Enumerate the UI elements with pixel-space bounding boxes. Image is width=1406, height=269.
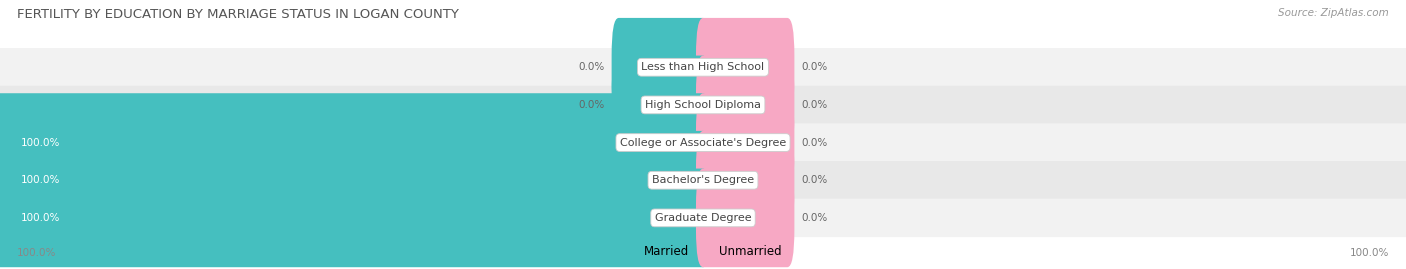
FancyBboxPatch shape xyxy=(696,131,794,229)
Text: 0.0%: 0.0% xyxy=(578,100,605,110)
FancyBboxPatch shape xyxy=(0,161,1406,199)
Text: 100.0%: 100.0% xyxy=(21,137,60,148)
FancyBboxPatch shape xyxy=(612,18,710,116)
FancyBboxPatch shape xyxy=(0,131,710,229)
Text: College or Associate's Degree: College or Associate's Degree xyxy=(620,137,786,148)
FancyBboxPatch shape xyxy=(612,56,710,154)
Text: 100.0%: 100.0% xyxy=(21,213,60,223)
Text: 100.0%: 100.0% xyxy=(1350,248,1389,258)
FancyBboxPatch shape xyxy=(0,48,1406,86)
Text: 0.0%: 0.0% xyxy=(801,175,828,185)
FancyBboxPatch shape xyxy=(696,18,794,116)
Legend: Married, Unmarried: Married, Unmarried xyxy=(620,241,786,263)
Text: 0.0%: 0.0% xyxy=(801,137,828,148)
Text: Graduate Degree: Graduate Degree xyxy=(655,213,751,223)
Text: 0.0%: 0.0% xyxy=(578,62,605,72)
FancyBboxPatch shape xyxy=(696,56,794,154)
Text: 0.0%: 0.0% xyxy=(801,100,828,110)
Text: 0.0%: 0.0% xyxy=(801,62,828,72)
Text: Source: ZipAtlas.com: Source: ZipAtlas.com xyxy=(1278,8,1389,18)
FancyBboxPatch shape xyxy=(0,86,1406,124)
Text: High School Diploma: High School Diploma xyxy=(645,100,761,110)
FancyBboxPatch shape xyxy=(696,93,794,192)
Text: 100.0%: 100.0% xyxy=(21,175,60,185)
FancyBboxPatch shape xyxy=(0,123,1406,162)
Text: Bachelor's Degree: Bachelor's Degree xyxy=(652,175,754,185)
Text: 100.0%: 100.0% xyxy=(17,248,56,258)
FancyBboxPatch shape xyxy=(696,169,794,267)
Text: FERTILITY BY EDUCATION BY MARRIAGE STATUS IN LOGAN COUNTY: FERTILITY BY EDUCATION BY MARRIAGE STATU… xyxy=(17,8,458,21)
FancyBboxPatch shape xyxy=(0,93,710,192)
FancyBboxPatch shape xyxy=(0,169,710,267)
FancyBboxPatch shape xyxy=(0,199,1406,237)
Text: 0.0%: 0.0% xyxy=(801,213,828,223)
Text: Less than High School: Less than High School xyxy=(641,62,765,72)
